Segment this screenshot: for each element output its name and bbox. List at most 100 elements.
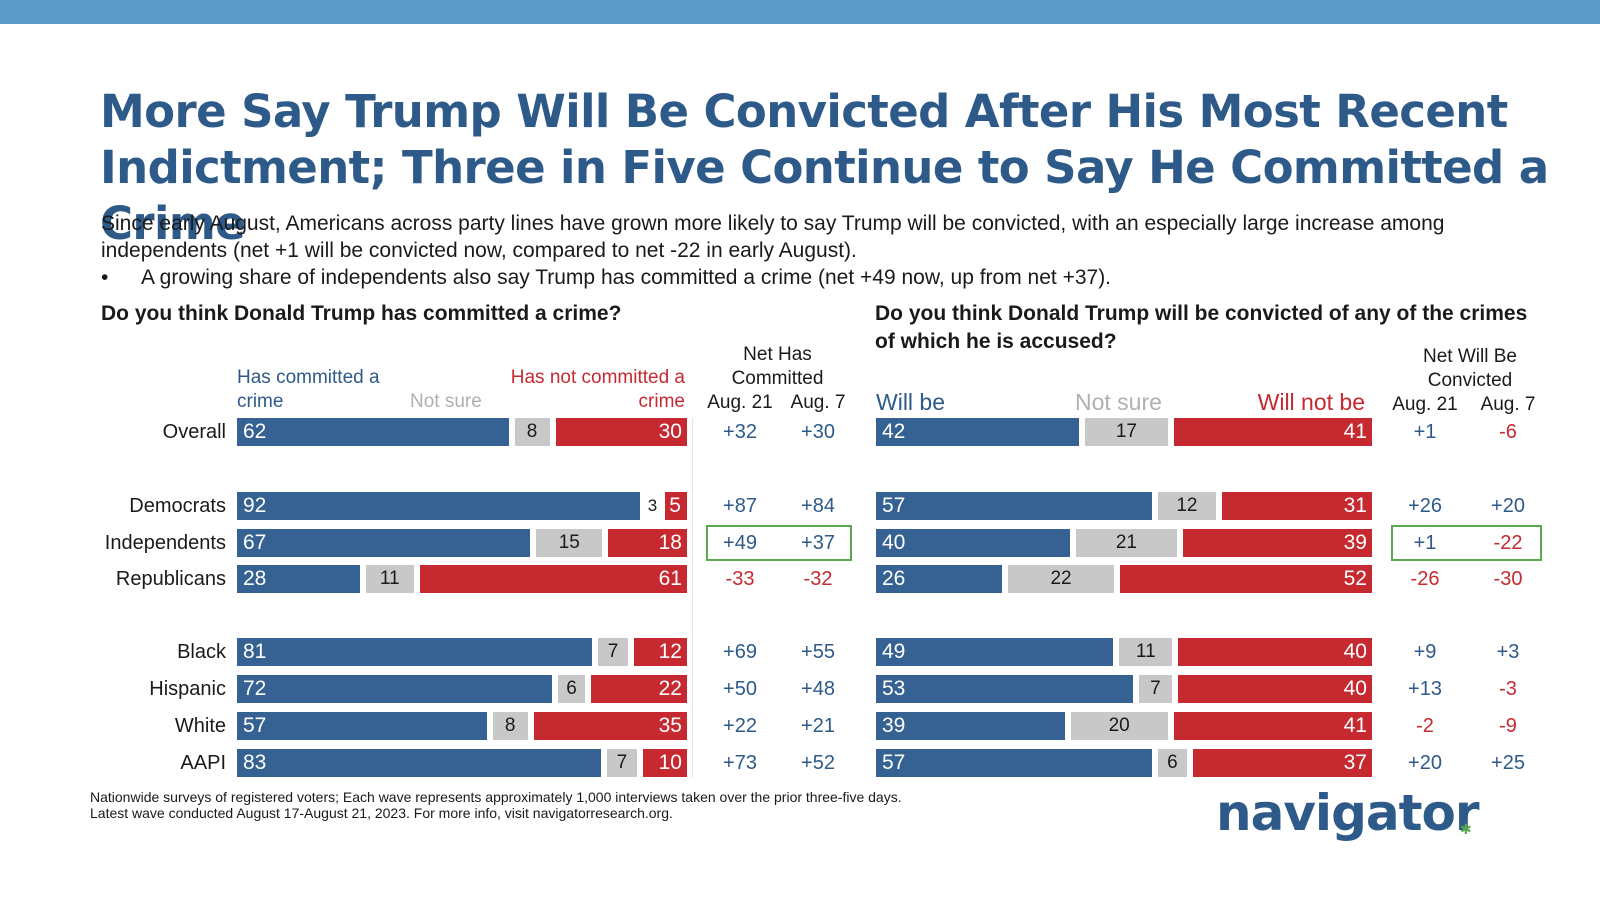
right-net-aug21: +9	[1413, 641, 1437, 663]
left-net-aug21: +22	[723, 715, 757, 737]
subtitle: Since early August, Americans across par…	[101, 212, 1445, 262]
right-net-aug7: -22	[1493, 532, 1523, 554]
right-net-aug7: -30	[1493, 568, 1523, 590]
footnote-line-2: Latest wave conducted August 17-August 2…	[90, 805, 673, 821]
right-net-aug7: +20	[1491, 495, 1525, 517]
left-chart-title: Do you think Donald Trump has committed …	[101, 302, 622, 325]
right-net-aug7: +3	[1496, 641, 1520, 663]
right-net-highlight-box	[1391, 525, 1542, 561]
footnote: Nationwide surveys of registered voters;…	[90, 789, 1090, 821]
left-legend-not-sure: Not sure	[410, 391, 482, 412]
right-bar-not-sure: 7	[1138, 675, 1173, 703]
right-bar-no: 52	[1120, 565, 1372, 593]
right-net-aug21: +1	[1413, 532, 1437, 554]
left-bar-not-sure: 8	[492, 712, 528, 740]
left-net-aug21: -33	[725, 568, 755, 590]
left-net-aug21: +32	[723, 421, 757, 443]
bullet-text: A growing share of independents also say…	[141, 266, 1112, 289]
row-label: AAPI	[180, 752, 226, 774]
right-bar-no: 31	[1221, 492, 1372, 520]
row-label: Hispanic	[149, 678, 226, 700]
right-bar-not-sure: 11	[1119, 638, 1173, 666]
right-net-aug21: -26	[1410, 568, 1440, 590]
right-bar-not-sure: 17	[1085, 418, 1168, 446]
navigator-logo: navigator	[1216, 784, 1480, 842]
left-net-aug7: +52	[801, 752, 835, 774]
left-bar-yes: 57	[237, 712, 487, 740]
right-net-aug7: -9	[1499, 715, 1517, 737]
right-net-aug21: +26	[1408, 495, 1442, 517]
left-net-col-aug7: Aug. 7	[790, 392, 846, 413]
right-net-aug21: +1	[1413, 421, 1437, 443]
left-bar-yes: 72	[237, 675, 553, 703]
right-net-header: Net Will Be Convicted	[1423, 346, 1517, 391]
left-bar-no: 10	[643, 749, 687, 777]
left-legend-no: Has not committed a crime	[510, 367, 685, 412]
left-bar-not-sure: 7	[606, 749, 638, 777]
left-legend-yes: Has committed a crime	[237, 367, 380, 412]
left-bar-yes: 62	[237, 418, 509, 446]
left-bar-not-sure: 7	[597, 638, 629, 666]
bullet-dot-icon: •	[101, 266, 109, 289]
right-bar-yes: 57	[876, 492, 1152, 520]
right-bar-yes: 53	[876, 675, 1133, 703]
row-label: Republicans	[115, 568, 226, 590]
right-net-aug21: -2	[1416, 715, 1434, 737]
bullet-point: • A growing share of independents also sa…	[101, 264, 1541, 291]
left-net-aug7: +48	[801, 678, 835, 700]
left-net-aug21: +69	[723, 641, 757, 663]
right-bar-not-sure: 22	[1007, 565, 1115, 593]
left-bar-yes: 67	[237, 529, 531, 557]
right-chart-title: Do you think Donald Trump will be convic…	[875, 302, 1528, 353]
left-net-aug7: +84	[801, 495, 835, 517]
right-bar-not-sure: 21	[1075, 529, 1178, 557]
left-bar-no: 18	[608, 529, 687, 557]
left-bar-yes: 92	[237, 492, 640, 520]
right-bar-not-sure: 12	[1157, 492, 1216, 520]
left-net-highlight-box	[706, 525, 852, 561]
left-net-aug21: +50	[723, 678, 757, 700]
right-net-col-aug7: Aug. 7	[1480, 394, 1536, 415]
row-label: Overall	[162, 421, 226, 443]
right-net-aug21: +13	[1408, 678, 1442, 700]
right-bar-no: 40	[1178, 675, 1372, 703]
left-bar-not-sure: 6	[558, 675, 585, 703]
right-legend-yes: Will be	[876, 389, 946, 415]
right-bar-yes: 57	[876, 749, 1152, 777]
right-bar-yes: 40	[876, 529, 1070, 557]
right-bar-yes: 39	[876, 712, 1065, 740]
footnote-line-1: Nationwide surveys of registered voters;…	[90, 789, 902, 805]
left-bar-no: 30	[555, 418, 687, 446]
left-net-aug7: +21	[801, 715, 835, 737]
right-bar-not-sure: 6	[1157, 749, 1187, 777]
left-net-aug21: +73	[723, 752, 757, 774]
left-bar-not-sure: 11	[365, 565, 414, 593]
right-bar-no: 40	[1178, 638, 1372, 666]
left-bar-yes: 81	[237, 638, 592, 666]
right-bar-no: 39	[1183, 529, 1372, 557]
left-net-aug7: -32	[803, 568, 833, 590]
right-bar-no: 41	[1173, 712, 1372, 740]
right-bar-no: 41	[1173, 418, 1372, 446]
left-net-aug7: +55	[801, 641, 835, 663]
left-bar-yes: 83	[237, 749, 601, 777]
left-bar-no: 35	[533, 712, 687, 740]
right-net-aug7: -6	[1499, 421, 1517, 443]
left-net-header: Net Has Committed	[731, 344, 824, 389]
row-label: Independents	[104, 532, 226, 554]
right-net-aug21: +20	[1408, 752, 1442, 774]
row-label: Black	[177, 641, 226, 663]
right-bar-yes: 49	[876, 638, 1114, 666]
left-bar-not-sure: 8	[514, 418, 550, 446]
left-bar-not-sure: 3	[647, 496, 658, 515]
right-legend-no: Will not be	[1257, 389, 1365, 415]
row-label: White	[174, 715, 226, 737]
right-bar-not-sure: 20	[1070, 712, 1168, 740]
left-bar-no: 5	[665, 492, 687, 520]
top-accent-bar	[0, 0, 1600, 24]
left-net-col-aug21: Aug. 21	[707, 392, 773, 413]
left-bar-no: 61	[419, 565, 687, 593]
right-bar-yes: 26	[876, 565, 1002, 593]
left-bar-yes: 28	[237, 565, 360, 593]
page-title: More Say Trump Will Be Convicted After H…	[100, 85, 1549, 250]
